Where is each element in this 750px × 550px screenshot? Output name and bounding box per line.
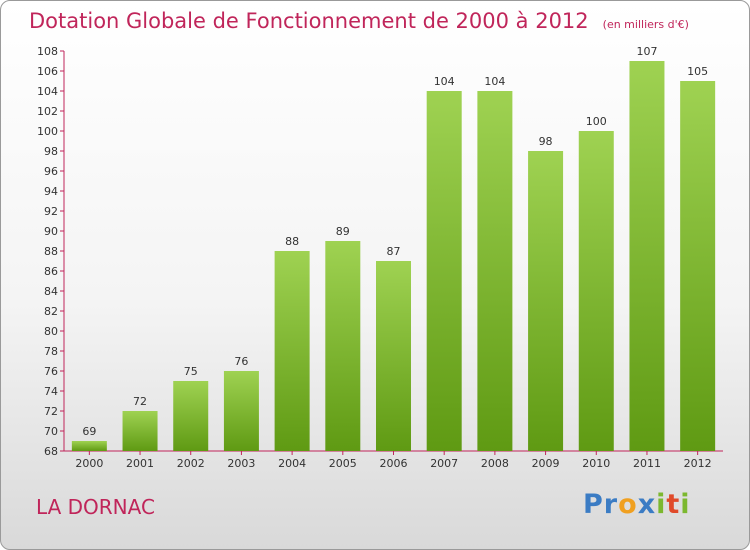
bar <box>223 371 259 451</box>
y-tick-label: 80 <box>44 325 58 338</box>
bar <box>71 441 107 451</box>
bar <box>173 381 209 451</box>
y-tick-label: 104 <box>37 85 58 98</box>
y-tick-label: 78 <box>44 345 58 358</box>
bar-value-label: 69 <box>82 425 96 438</box>
unit-note: (en milliers d'€) <box>602 18 689 31</box>
bar-value-label: 76 <box>234 355 248 368</box>
x-tick-label: 2012 <box>684 457 712 470</box>
x-tick-label: 2009 <box>532 457 560 470</box>
bar <box>376 261 411 451</box>
x-tick-label: 2011 <box>633 457 661 470</box>
x-tick-label: 2005 <box>329 457 357 470</box>
bar <box>629 61 665 451</box>
bar <box>122 411 158 451</box>
bar <box>325 241 361 451</box>
logo-letter: r <box>603 489 619 520</box>
y-tick-label: 98 <box>44 145 58 158</box>
title-text: Dotation Globale de Fonctionnement de 20… <box>29 9 589 33</box>
y-tick-label: 106 <box>37 65 58 78</box>
bar-value-label: 98 <box>539 135 553 148</box>
x-tick-label: 2006 <box>380 457 408 470</box>
y-tick-label: 102 <box>37 105 58 118</box>
y-tick-label: 96 <box>44 165 58 178</box>
bar <box>426 91 462 451</box>
bar-value-label: 104 <box>484 75 505 88</box>
x-tick-label: 2002 <box>177 457 205 470</box>
y-tick-label: 100 <box>37 125 58 138</box>
y-tick-label: 86 <box>44 265 58 278</box>
y-tick-label: 68 <box>44 445 58 458</box>
bar-value-label: 72 <box>133 395 147 408</box>
x-tick-label: 2007 <box>430 457 458 470</box>
bar <box>578 131 614 451</box>
bar-value-label: 100 <box>586 115 607 128</box>
y-tick-label: 94 <box>44 185 58 198</box>
x-tick-label: 2010 <box>582 457 610 470</box>
proxiti-logo: Proxiti <box>583 489 691 520</box>
y-tick-label: 108 <box>37 45 58 58</box>
logo-letter: t <box>666 489 681 520</box>
y-tick-label: 92 <box>44 205 58 218</box>
logo-letter: i <box>656 489 667 520</box>
bar-value-label: 89 <box>336 225 350 238</box>
bar-value-label: 75 <box>184 365 198 378</box>
y-tick-label: 90 <box>44 225 58 238</box>
bar <box>477 91 513 451</box>
x-tick-label: 2001 <box>126 457 154 470</box>
x-tick-label: 2000 <box>75 457 103 470</box>
commune-name: LA DORNAC <box>36 495 155 519</box>
logo-letter: i <box>680 489 691 520</box>
bar-value-label: 105 <box>687 65 708 78</box>
bar <box>528 151 564 451</box>
chart-title: Dotation Globale de Fonctionnement de 20… <box>29 9 689 33</box>
bar-value-label: 87 <box>387 245 401 258</box>
logo-letter: o <box>618 489 638 520</box>
y-tick-label: 70 <box>44 425 58 438</box>
x-tick-label: 2008 <box>481 457 509 470</box>
y-tick-label: 82 <box>44 305 58 318</box>
bar <box>680 81 716 451</box>
bar-value-label: 88 <box>285 235 299 248</box>
y-tick-label: 88 <box>44 245 58 258</box>
logo-letter: x <box>637 489 657 520</box>
y-tick-label: 76 <box>44 365 58 378</box>
y-tick-label: 84 <box>44 285 58 298</box>
bar <box>274 251 310 451</box>
bar-value-label: 104 <box>434 75 455 88</box>
x-tick-label: 2004 <box>278 457 306 470</box>
bar-value-label: 107 <box>636 45 657 58</box>
x-tick-label: 2003 <box>227 457 255 470</box>
y-tick-label: 74 <box>44 385 58 398</box>
logo-letter: P <box>583 489 604 520</box>
y-tick-label: 72 <box>44 405 58 418</box>
